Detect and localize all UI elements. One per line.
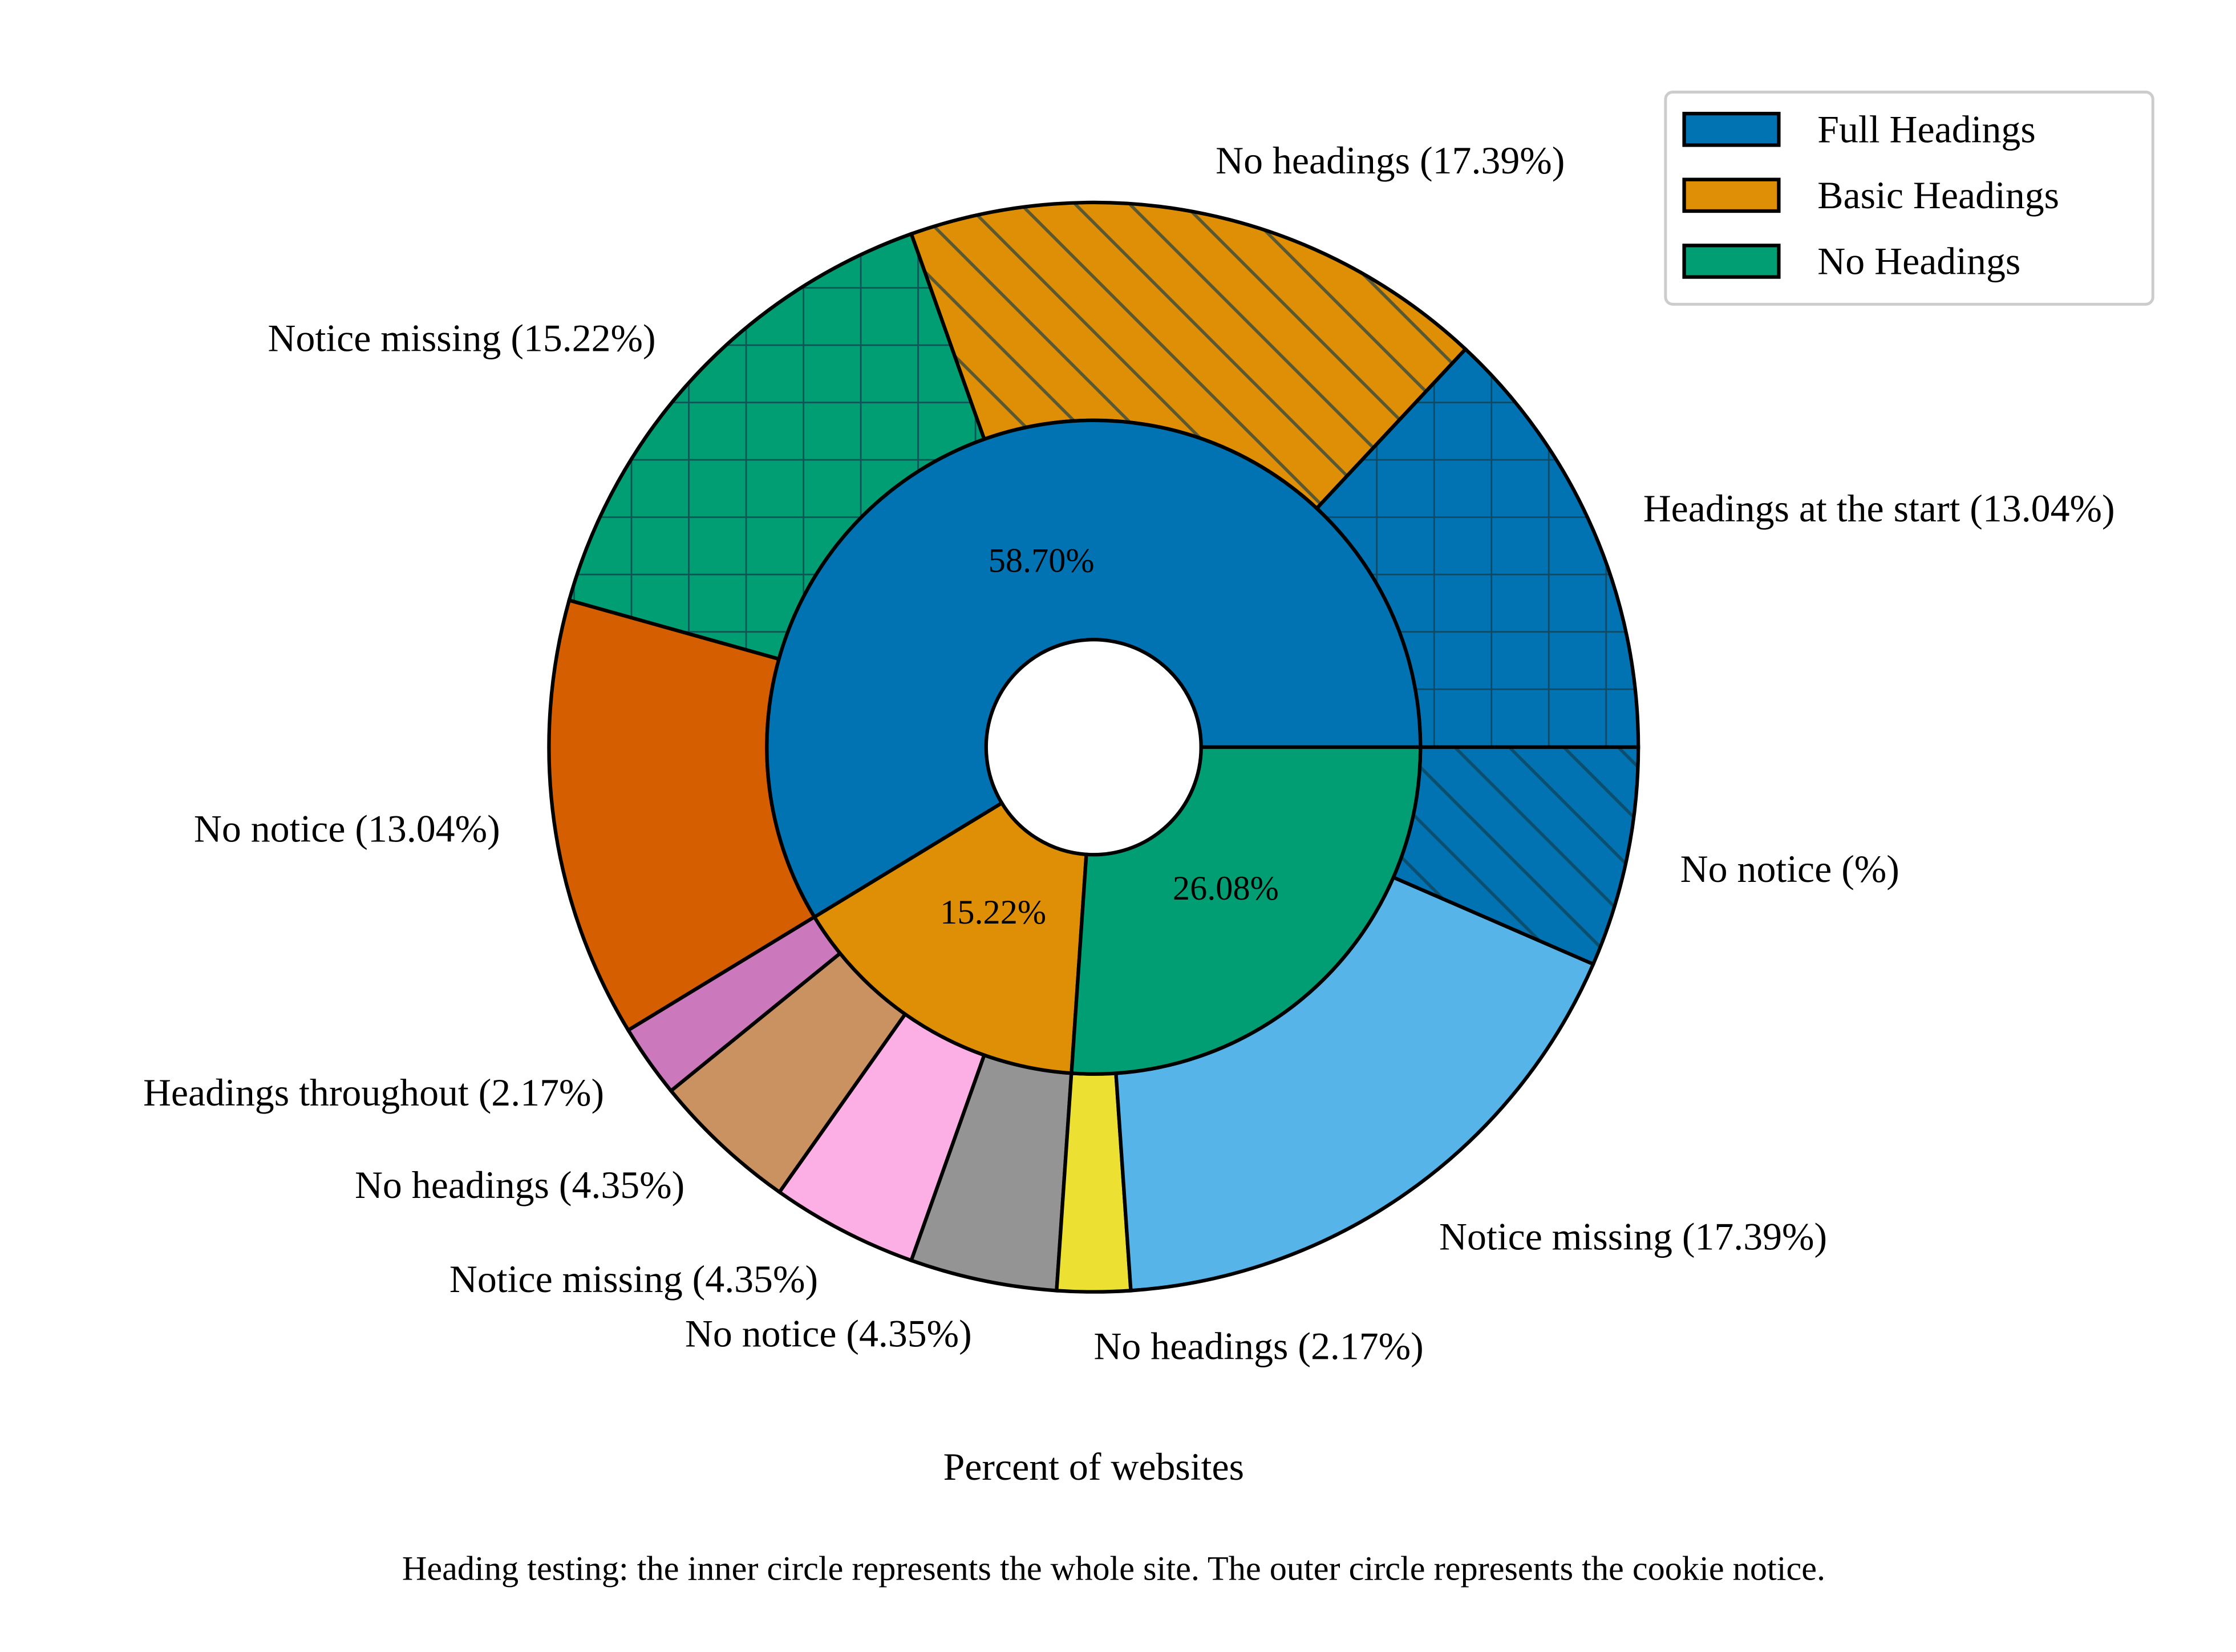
inner-label-0: 58.70% xyxy=(989,542,1095,580)
legend-swatch xyxy=(1682,177,1781,213)
wedge-fill xyxy=(767,420,1421,917)
x-axis-label: Percent of websites xyxy=(943,1446,1244,1488)
wedge-hatch xyxy=(911,202,1466,509)
outer-label-0: Headings at the start (13.04%) xyxy=(1643,487,2115,530)
outer-label-6: Notice missing (4.35%) xyxy=(449,1258,818,1301)
wedge-fill xyxy=(1116,877,1594,1291)
outer-wedge-1 xyxy=(909,200,1468,511)
outer-label-10: No notice (%) xyxy=(1680,848,1899,890)
wedge-edge xyxy=(812,800,1088,1075)
inner-ring xyxy=(765,418,1423,1076)
wedge-fill xyxy=(628,917,840,1091)
inner-labels: 58.70% 15.22% 26.08% xyxy=(940,542,1279,932)
wedge-fill xyxy=(671,953,905,1192)
outer-labels: Headings at the start (13.04%) No heading… xyxy=(143,139,2115,1368)
legend-label: Full Headings xyxy=(1817,108,2035,151)
inner-wedge-2 xyxy=(1070,745,1423,1076)
outer-label-9: Notice missing (17.39%) xyxy=(1439,1215,1827,1258)
wedge-edge xyxy=(1070,745,1423,1076)
wedge-fill xyxy=(549,600,815,1030)
outer-wedge-10 xyxy=(1391,745,1640,967)
inner-wedge-1 xyxy=(812,800,1088,1075)
wedge-hatch xyxy=(1317,349,1639,747)
legend-entry-2: No Headings xyxy=(1682,240,2020,282)
legend-frame xyxy=(1664,90,2154,306)
outer-label-4: Headings throughout (2.17%) xyxy=(143,1071,604,1114)
outer-label-3: No notice (13.04%) xyxy=(194,807,500,850)
legend-entry-0: Full Headings xyxy=(1682,108,2036,151)
inner-wedge-0 xyxy=(765,418,1423,920)
wedge-edge xyxy=(765,418,1423,920)
inner-label-1: 15.22% xyxy=(940,893,1046,932)
inner-label-2: 26.08% xyxy=(1173,869,1279,908)
wedge-fill xyxy=(911,1055,1072,1291)
outer-label-1: No headings (17.39%) xyxy=(1216,139,1565,182)
wedge-hatch xyxy=(1393,747,1639,965)
outer-label-7: No notice (4.35%) xyxy=(685,1313,972,1355)
outer-label-2: Notice missing (15.22%) xyxy=(268,317,656,359)
figure-caption: Heading testing: the inner circle repres… xyxy=(402,1550,1825,1588)
wedge-fill xyxy=(1056,1073,1131,1292)
wedge-fill xyxy=(814,803,1087,1074)
legend-swatch xyxy=(1682,244,1781,279)
legend-label: No Headings xyxy=(1817,240,2020,282)
legend: Full Headings Basic Headings No Headings xyxy=(1664,90,2154,306)
outer-label-5: No headings (4.35%) xyxy=(355,1164,684,1206)
outer-ring xyxy=(547,200,1640,1294)
legend-entry-1: Basic Headings xyxy=(1682,174,2059,217)
outer-label-8: No headings (2.17%) xyxy=(1093,1325,1423,1368)
legend-swatch xyxy=(1682,111,1781,147)
wedge-hatch xyxy=(569,234,985,659)
wedge-fill xyxy=(1071,747,1421,1074)
legend-label: Basic Headings xyxy=(1817,174,2059,217)
